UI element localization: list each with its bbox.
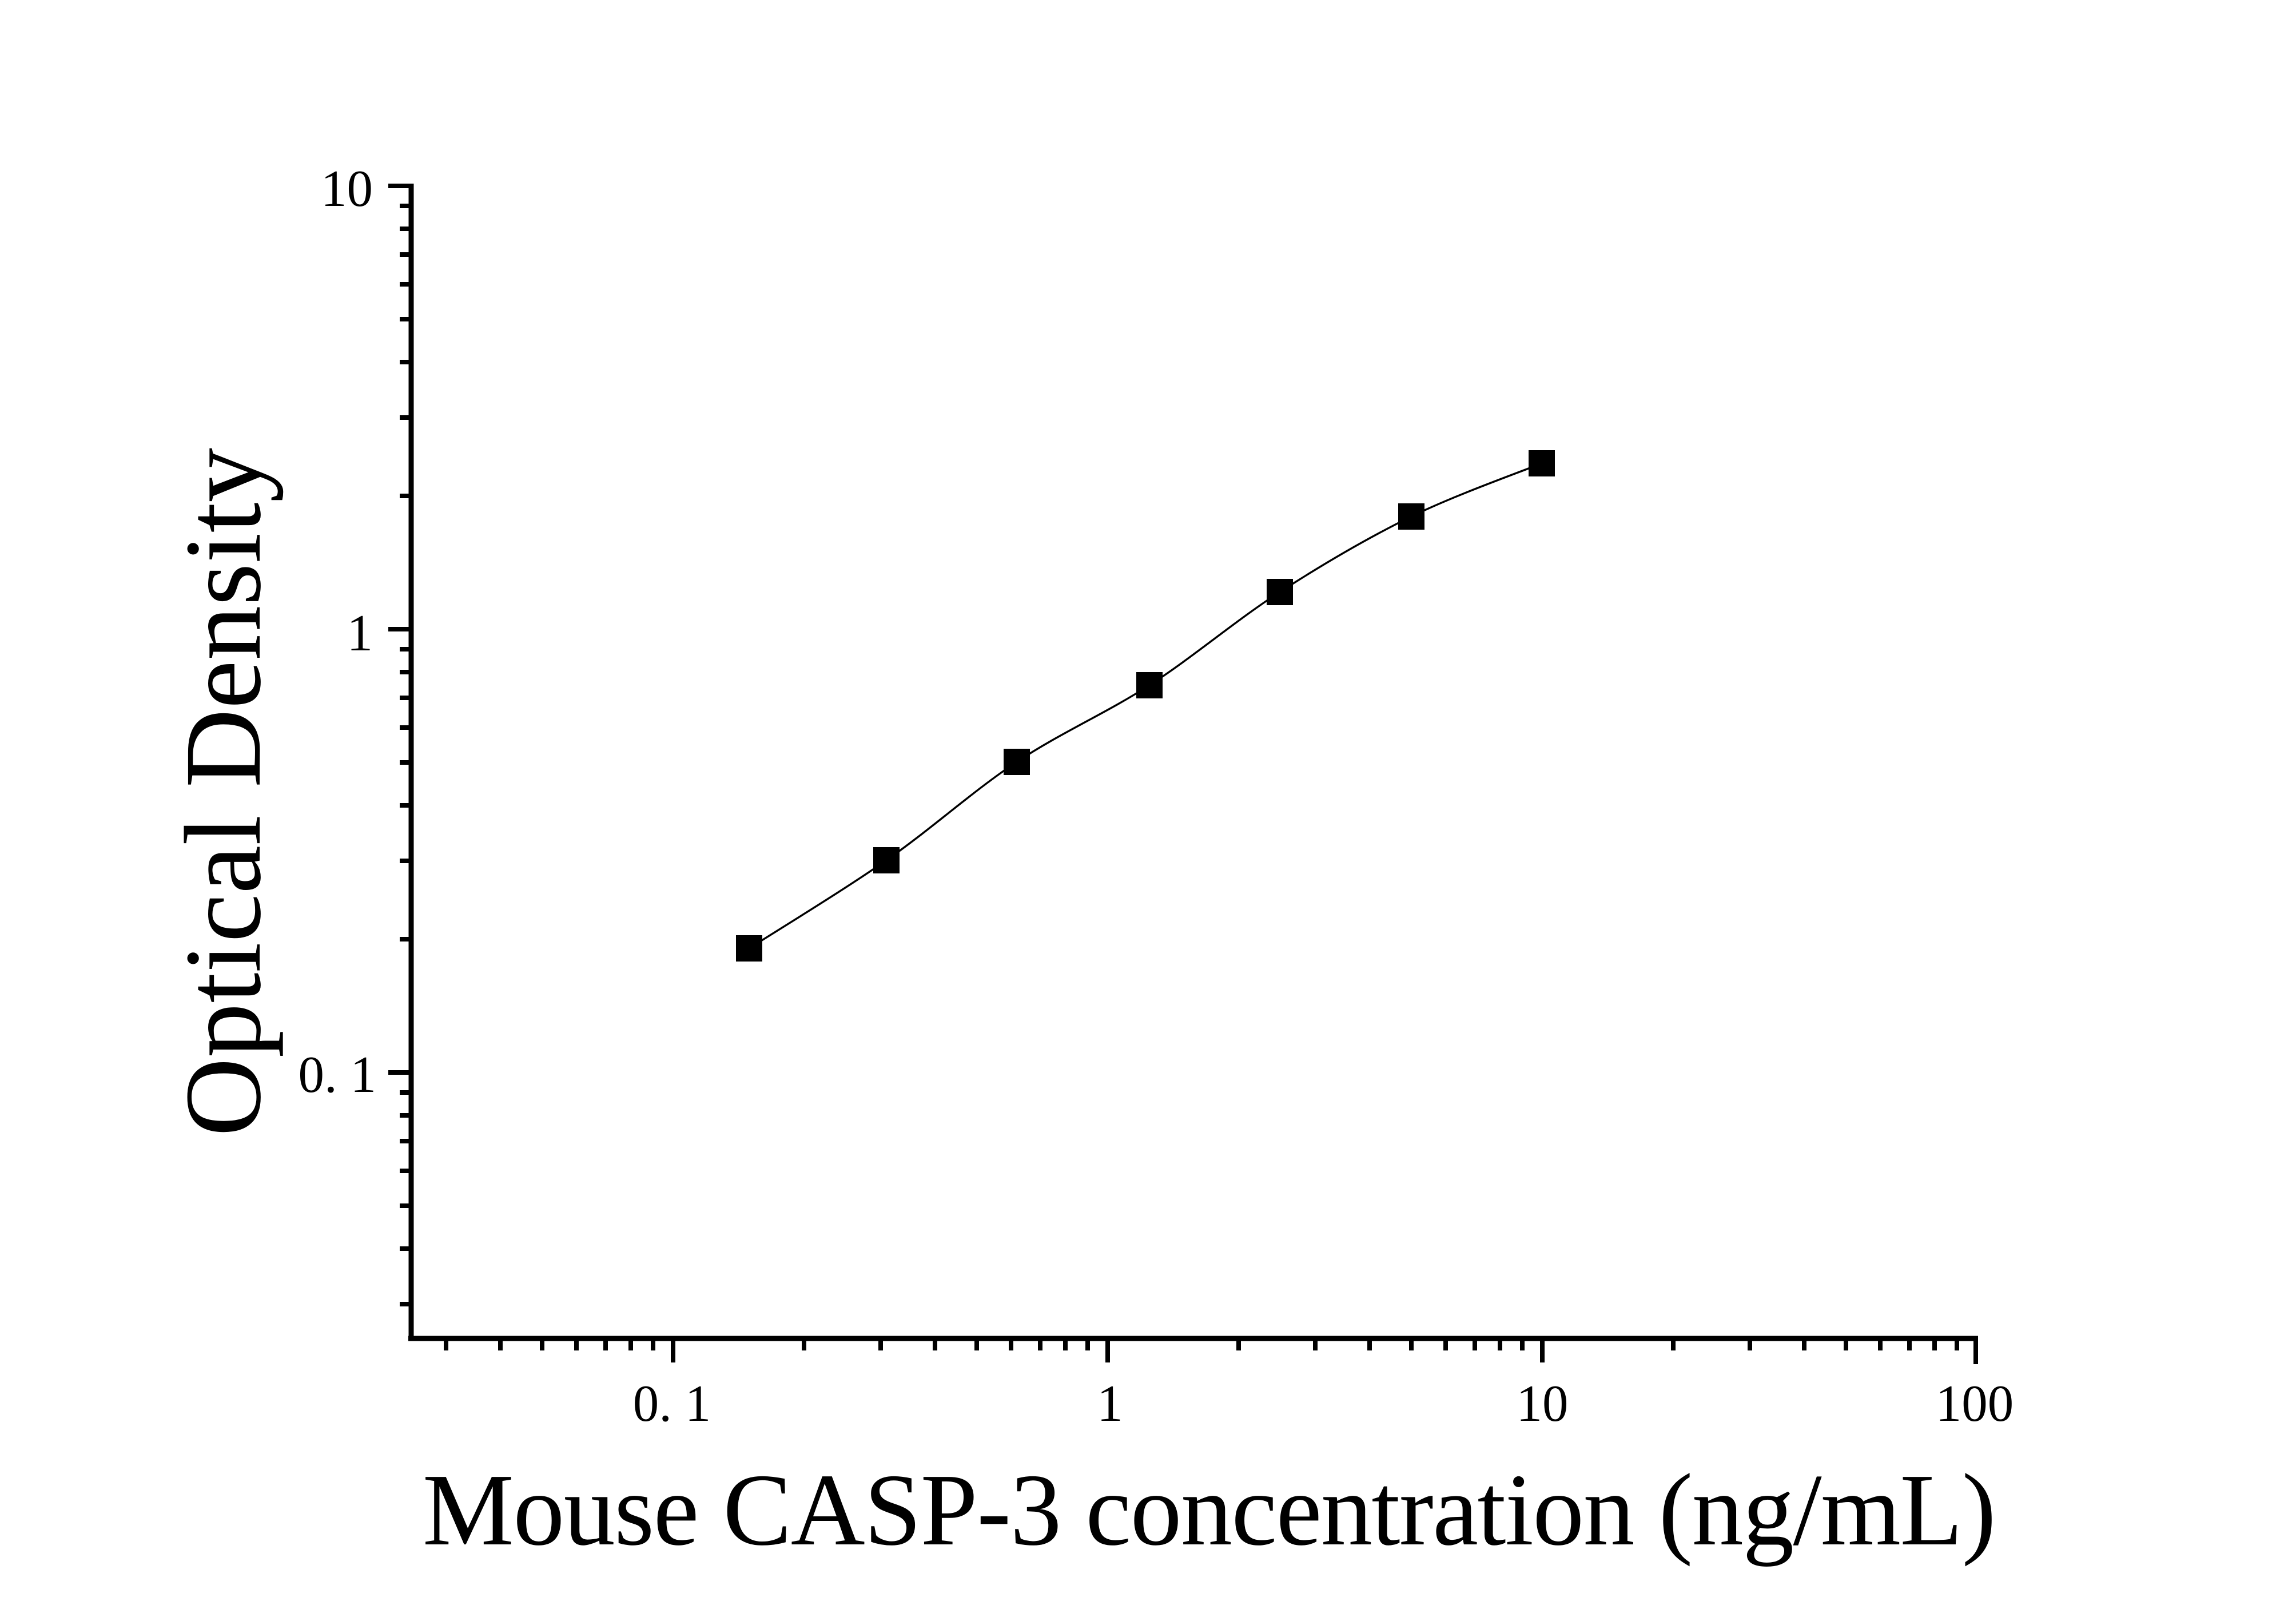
svg-text:1: 1 (347, 604, 373, 662)
svg-text:100: 100 (1936, 1374, 2014, 1432)
svg-text:0. 1: 0. 1 (633, 1374, 711, 1432)
svg-text:Optical Density: Optical Density (163, 448, 284, 1137)
svg-text:0. 1: 0. 1 (299, 1046, 377, 1103)
svg-text:Mouse CASP-3 concentration (ng: Mouse CASP-3 concentration (ng/mL) (423, 1453, 1995, 1567)
svg-text:10: 10 (1517, 1374, 1569, 1432)
svg-text:10: 10 (321, 160, 373, 217)
svg-text:1: 1 (1097, 1374, 1123, 1432)
